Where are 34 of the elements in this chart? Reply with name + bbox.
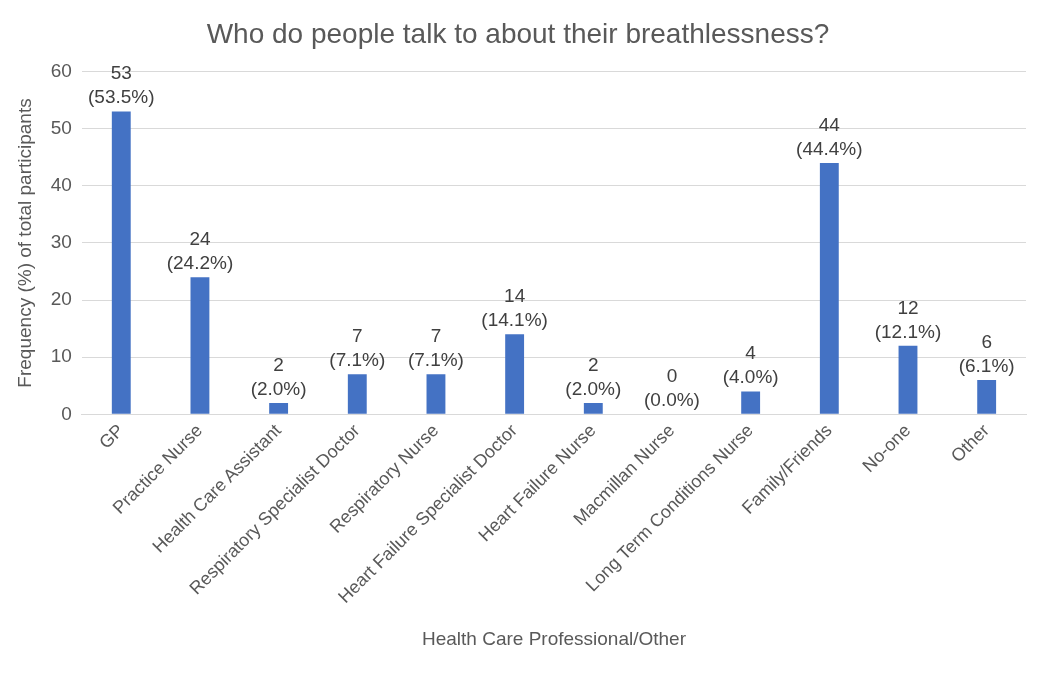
bar [741,391,761,414]
bar [819,162,839,414]
data-label: 4 (4.0%) [722,342,779,388]
y-tick-label: 40 [50,174,72,196]
data-label: 2 (2.0%) [250,353,307,399]
data-label: 53 (53.5%) [88,62,155,108]
bar [111,111,131,414]
data-label: 44 (44.4%) [796,113,863,159]
data-label: 12 (12.1%) [874,296,942,342]
bar [977,380,997,414]
data-label: 0 (0.0%) [643,365,700,411]
y-tick-label: 30 [50,231,72,253]
data-label: 14 (14.1%) [481,285,548,331]
bar [898,345,918,414]
bar [190,277,210,414]
bar [347,374,367,414]
bar [583,402,603,414]
data-label: 24 (24.2%) [166,227,234,273]
y-tick-label: 10 [50,345,72,367]
y-tick-label: 0 [61,402,72,424]
y-axis-title: Frequency (%) of total participants [13,98,35,388]
bar [505,334,525,414]
bar [426,374,446,414]
data-label: 6 (6.1%) [958,330,1015,376]
y-tick-label: 20 [50,288,72,310]
data-label: 7 (7.1%) [407,325,464,371]
bar [269,402,289,414]
y-tick-label: 50 [50,116,72,138]
x-tick-label: GP [95,420,128,453]
data-label: 2 (2.0%) [565,353,622,399]
y-tick-label: 60 [50,59,72,81]
chart-title: Who do people talk to about their breathlessness? [206,17,830,49]
x-axis-title: Health Care Professional/Other [421,627,687,649]
data-label: 7 (7.1%) [329,325,386,371]
